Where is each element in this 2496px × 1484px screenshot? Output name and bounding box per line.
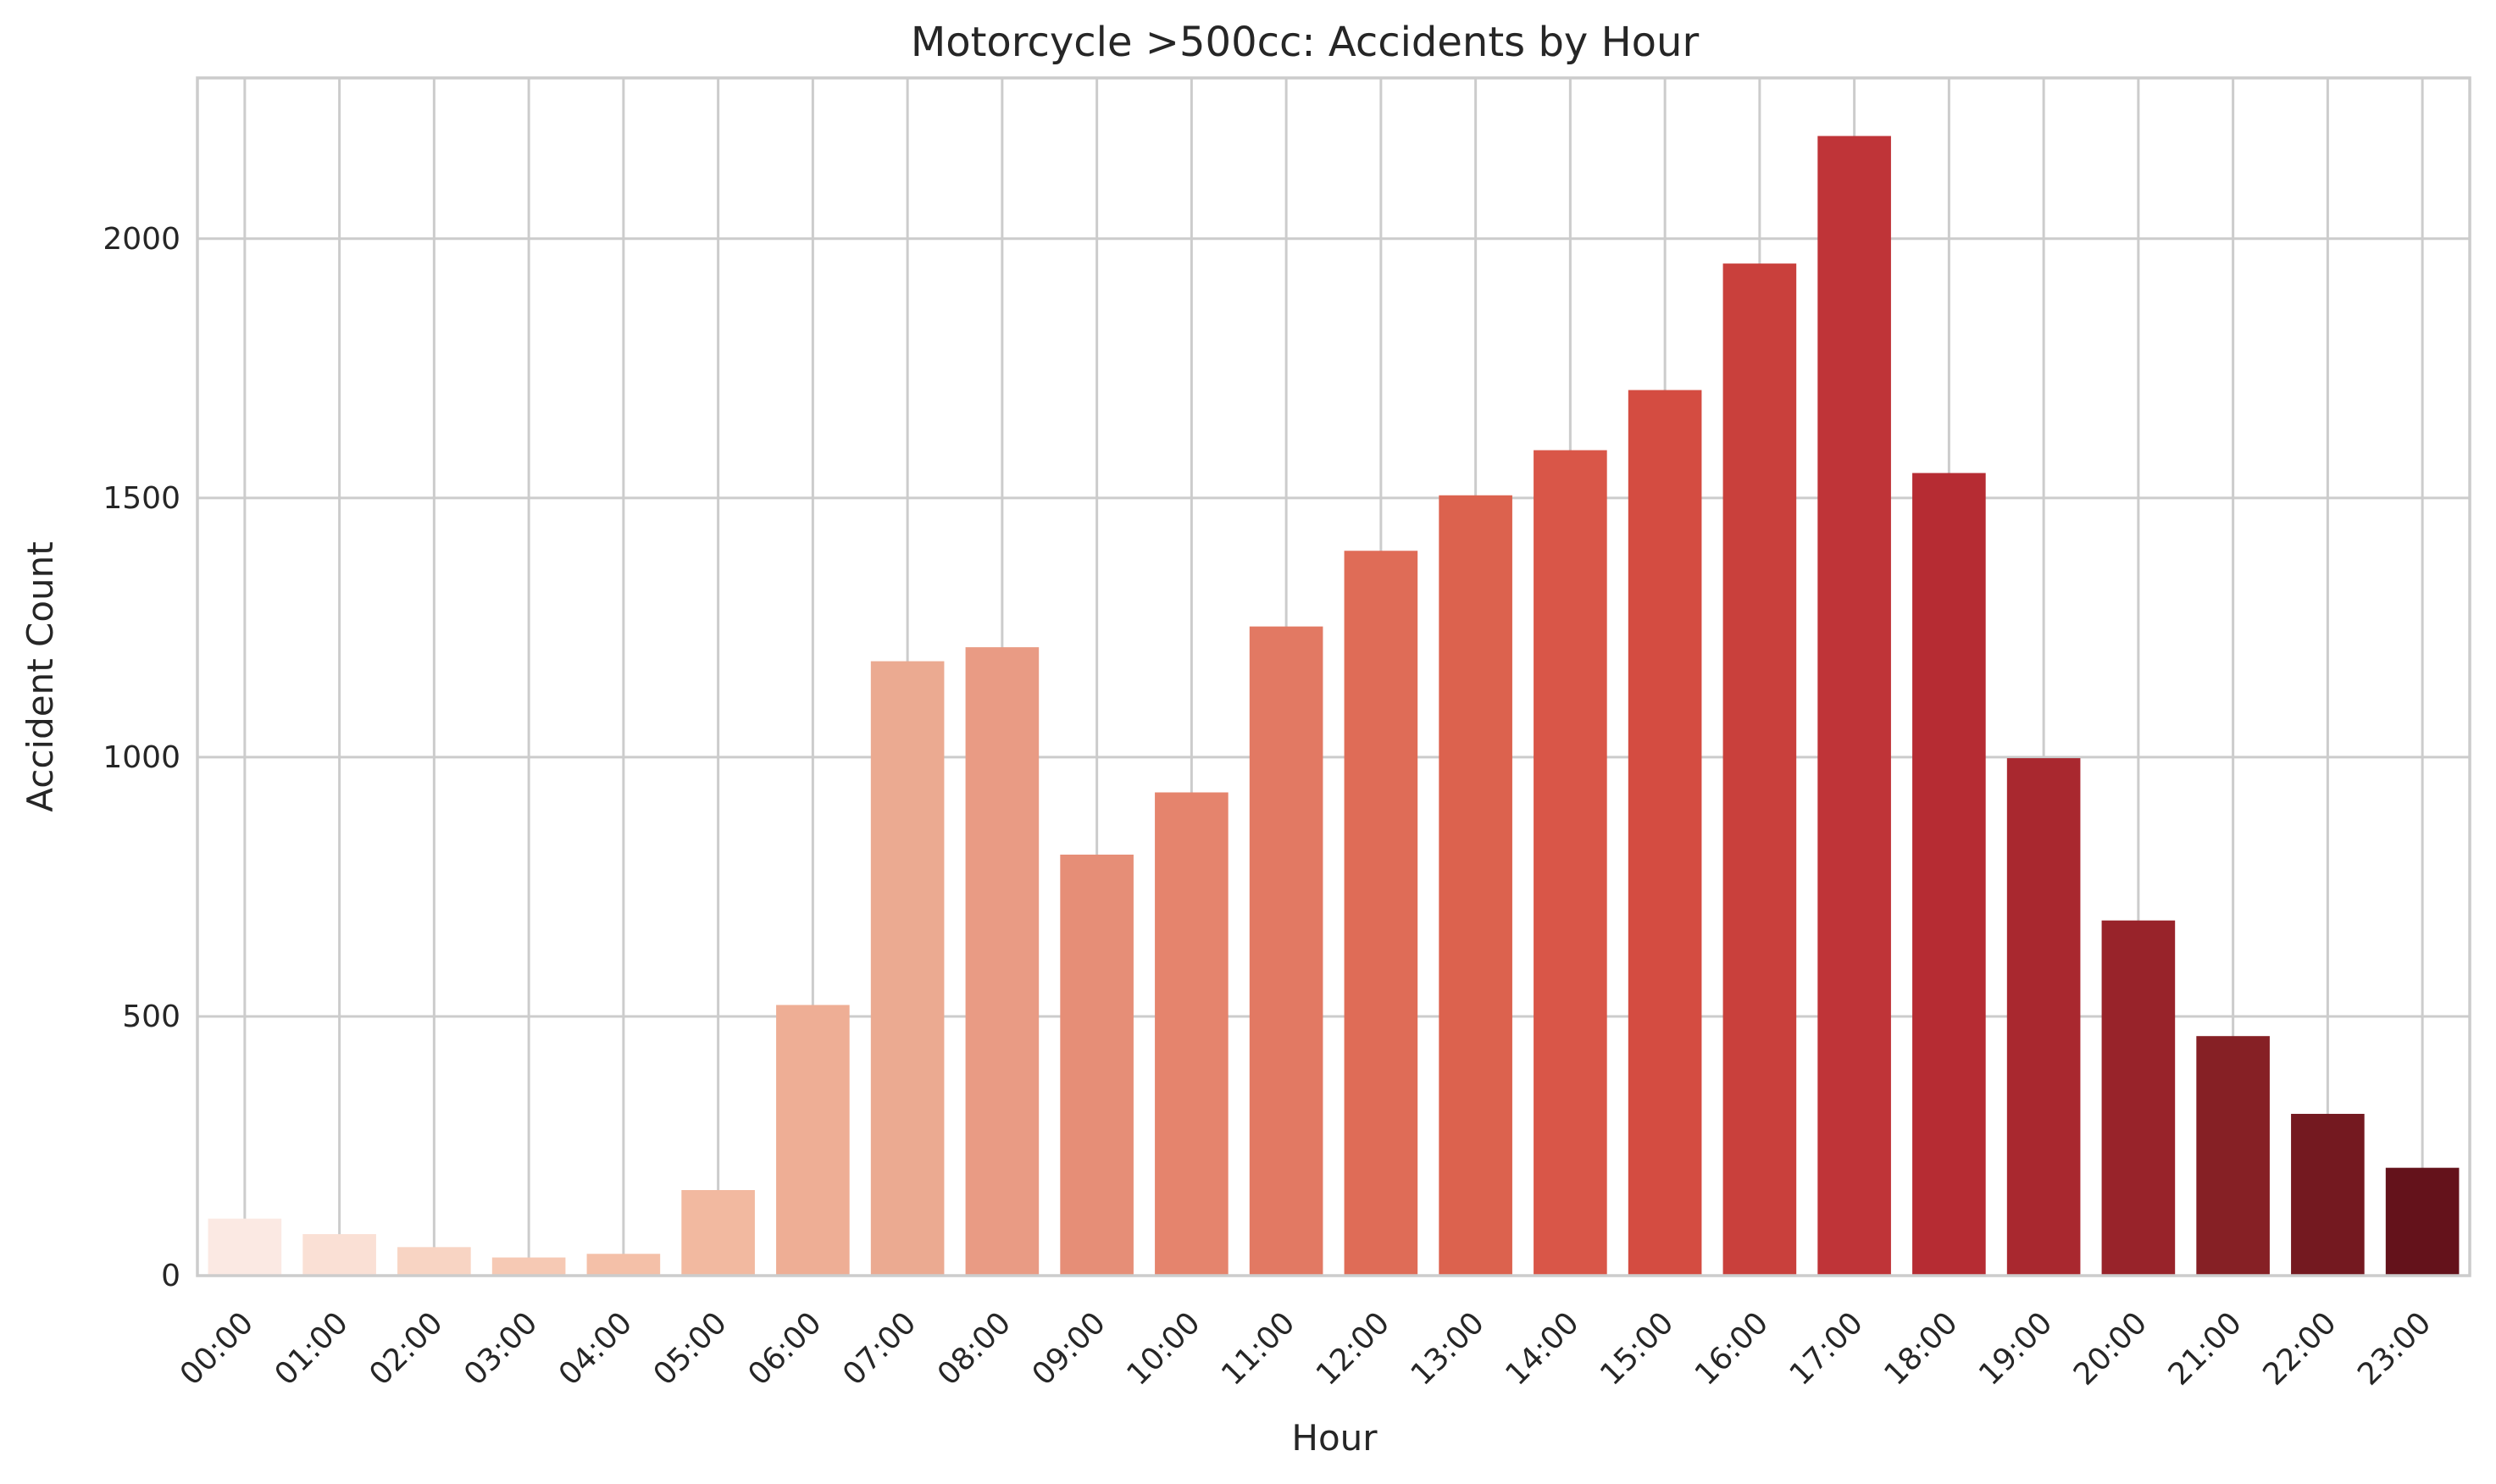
bar [2385, 1167, 2460, 1276]
x-tick-label: 21:00 [2162, 1305, 2249, 1392]
bar [586, 1254, 661, 1276]
x-tick-label: 01:00 [269, 1305, 355, 1392]
bar [1534, 450, 1607, 1276]
x-tick-label: 17:00 [1783, 1305, 1870, 1392]
y-tick-label: 1500 [103, 481, 180, 516]
x-tick-label: 07:00 [836, 1305, 923, 1392]
bar [397, 1247, 471, 1276]
bar [2101, 920, 2176, 1276]
bar [491, 1257, 566, 1276]
x-tick-label: 10:00 [1120, 1305, 1206, 1392]
bar [1060, 854, 1134, 1276]
bar [2291, 1114, 2365, 1276]
x-tick-label: 08:00 [931, 1305, 1018, 1392]
bar [1249, 626, 1323, 1276]
x-tick-label: 05:00 [647, 1305, 734, 1392]
x-tick-label: 22:00 [2256, 1305, 2343, 1392]
x-tick-label: 13:00 [1405, 1305, 1491, 1392]
bar [1722, 263, 1797, 1276]
x-tick-label: 12:00 [1310, 1305, 1396, 1392]
y-tick-label: 0 [161, 1259, 180, 1293]
bar [1912, 473, 1986, 1276]
chart-title: Motorcycle >500cc: Accidents by Hour [911, 19, 1700, 66]
bars [208, 136, 2460, 1276]
x-tick-label: 00:00 [174, 1305, 260, 1392]
x-tick-label: 20:00 [2067, 1305, 2154, 1392]
x-tick-label: 16:00 [1689, 1305, 1775, 1392]
x-tick-label: 04:00 [552, 1305, 639, 1392]
bar [965, 647, 1040, 1276]
bar [681, 1190, 755, 1276]
bar [1344, 551, 1418, 1276]
x-gridlines [243, 78, 2424, 1276]
x-tick-label: 03:00 [458, 1305, 544, 1392]
x-tick-label: 23:00 [2351, 1305, 2438, 1392]
bar [1628, 390, 1702, 1276]
x-tick-label: 19:00 [1972, 1305, 2059, 1392]
x-tick-label: 18:00 [1878, 1305, 1964, 1392]
x-tick-label: 09:00 [1026, 1305, 1112, 1392]
bar [776, 1005, 850, 1276]
x-tick-label: 14:00 [1499, 1305, 1585, 1392]
x-tick-labels: 00:00 01:00 02:00 03:00 04:00 05:00 06:00 07:00… [174, 1305, 2438, 1392]
y-tick-label: 1000 [103, 740, 180, 775]
y-axis-label: Accident Count [19, 541, 61, 812]
bar [208, 1218, 282, 1276]
x-tick-label: 06:00 [741, 1305, 828, 1392]
bar [1439, 495, 1512, 1276]
y-tick-labels: 0 500 1000 1500 2000 [103, 222, 180, 1293]
y-tick-label: 500 [122, 999, 180, 1034]
bar [2006, 758, 2081, 1276]
y-tick-label: 2000 [103, 222, 180, 257]
bar [1817, 136, 1891, 1276]
x-tick-label: 02:00 [363, 1305, 449, 1392]
bar [870, 661, 945, 1276]
x-tick-label: 15:00 [1594, 1305, 1680, 1392]
bar [1155, 792, 1229, 1276]
plot-frame [196, 76, 2471, 1277]
x-axis-label: Hour [1291, 1417, 1378, 1459]
bar [302, 1234, 376, 1276]
x-tick-label: 11:00 [1215, 1305, 1301, 1392]
bar [2196, 1036, 2270, 1276]
